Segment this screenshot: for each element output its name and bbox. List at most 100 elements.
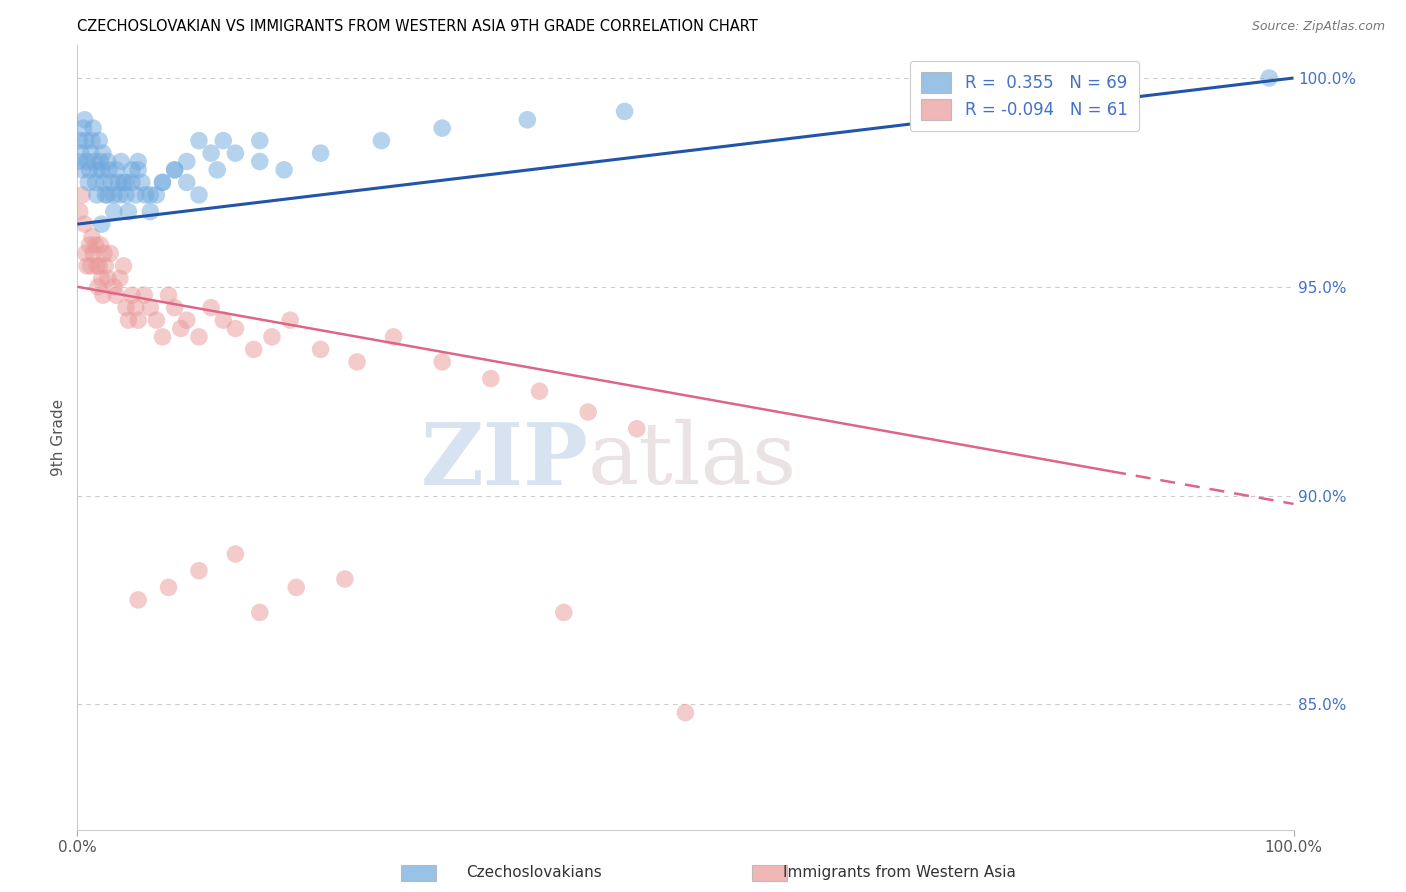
Text: atlas: atlas xyxy=(588,419,797,502)
Point xyxy=(152,330,174,344)
Point xyxy=(163,301,186,315)
Text: Czechoslovakians: Czechoslovakians xyxy=(467,865,602,880)
Point xyxy=(205,162,228,177)
Point xyxy=(105,288,128,302)
Point xyxy=(139,188,162,202)
Point xyxy=(80,259,103,273)
Point xyxy=(112,175,135,189)
Point xyxy=(430,121,453,136)
Text: CZECHOSLOVAKIAN VS IMMIGRANTS FROM WESTERN ASIA 9TH GRADE CORRELATION CHART: CZECHOSLOVAKIAN VS IMMIGRANTS FROM WESTE… xyxy=(77,19,758,34)
Legend: R =  0.355   N = 69, R = -0.094   N = 61: R = 0.355 N = 69, R = -0.094 N = 61 xyxy=(910,61,1139,131)
Point xyxy=(370,134,392,148)
Point xyxy=(76,259,98,273)
Point xyxy=(613,104,636,119)
Point xyxy=(176,154,198,169)
Point xyxy=(249,606,271,620)
Point xyxy=(86,188,108,202)
Point xyxy=(127,593,149,607)
Point xyxy=(479,371,502,385)
Point xyxy=(134,188,156,202)
Point xyxy=(163,162,186,177)
Point xyxy=(249,154,271,169)
Point xyxy=(333,572,356,586)
Point xyxy=(139,204,162,219)
Point xyxy=(346,355,368,369)
Point xyxy=(90,271,112,285)
Point xyxy=(75,134,97,148)
Point xyxy=(152,175,174,189)
Point xyxy=(309,146,332,161)
Point xyxy=(69,134,91,148)
Point xyxy=(89,238,111,252)
Point xyxy=(90,162,112,177)
Point xyxy=(93,246,115,260)
Point xyxy=(224,321,246,335)
Point xyxy=(103,279,125,293)
Point xyxy=(80,134,103,148)
Point xyxy=(163,162,186,177)
Point xyxy=(260,330,283,344)
Point xyxy=(112,259,135,273)
Point xyxy=(212,134,235,148)
Point xyxy=(224,146,246,161)
Point xyxy=(145,313,167,327)
Point xyxy=(69,204,91,219)
Point xyxy=(117,204,139,219)
Point xyxy=(70,162,93,177)
Point xyxy=(145,188,167,202)
Point xyxy=(108,271,131,285)
Point xyxy=(176,175,198,189)
Point xyxy=(249,134,271,148)
Point xyxy=(170,321,193,335)
Text: ZIP: ZIP xyxy=(420,418,588,502)
Point xyxy=(212,313,235,327)
Point xyxy=(134,288,156,302)
Point xyxy=(76,154,98,169)
Point xyxy=(110,154,132,169)
Point xyxy=(73,112,96,127)
Point xyxy=(529,384,551,399)
Point xyxy=(97,271,120,285)
Point xyxy=(84,238,107,252)
Point xyxy=(309,343,332,357)
Text: Source: ZipAtlas.com: Source: ZipAtlas.com xyxy=(1251,20,1385,33)
Point xyxy=(127,313,149,327)
Point xyxy=(125,188,148,202)
Point xyxy=(115,301,138,315)
Point xyxy=(86,259,108,273)
Point xyxy=(176,313,198,327)
Point xyxy=(90,217,112,231)
Point xyxy=(131,175,153,189)
Point xyxy=(285,581,308,595)
Point xyxy=(115,188,138,202)
Text: Immigrants from Western Asia: Immigrants from Western Asia xyxy=(783,865,1017,880)
Point xyxy=(152,175,174,189)
Point xyxy=(100,175,122,189)
Point xyxy=(84,175,107,189)
Point xyxy=(72,121,94,136)
Point xyxy=(89,154,111,169)
Point xyxy=(188,188,211,202)
Point xyxy=(82,246,104,260)
Point xyxy=(127,162,149,177)
Point xyxy=(94,188,117,202)
Point xyxy=(121,288,143,302)
Point xyxy=(89,134,111,148)
Point xyxy=(516,112,538,127)
Point xyxy=(103,204,125,219)
Point xyxy=(105,162,128,177)
Point xyxy=(91,146,114,161)
Point xyxy=(382,330,405,344)
Point xyxy=(82,121,104,136)
Point xyxy=(125,301,148,315)
Point xyxy=(75,246,97,260)
Point xyxy=(79,238,101,252)
Point xyxy=(121,175,143,189)
Point xyxy=(107,175,129,189)
Point xyxy=(576,405,599,419)
Point xyxy=(121,162,143,177)
Point xyxy=(200,146,222,161)
Point xyxy=(97,188,120,202)
Point xyxy=(103,188,125,202)
Point xyxy=(98,246,121,260)
